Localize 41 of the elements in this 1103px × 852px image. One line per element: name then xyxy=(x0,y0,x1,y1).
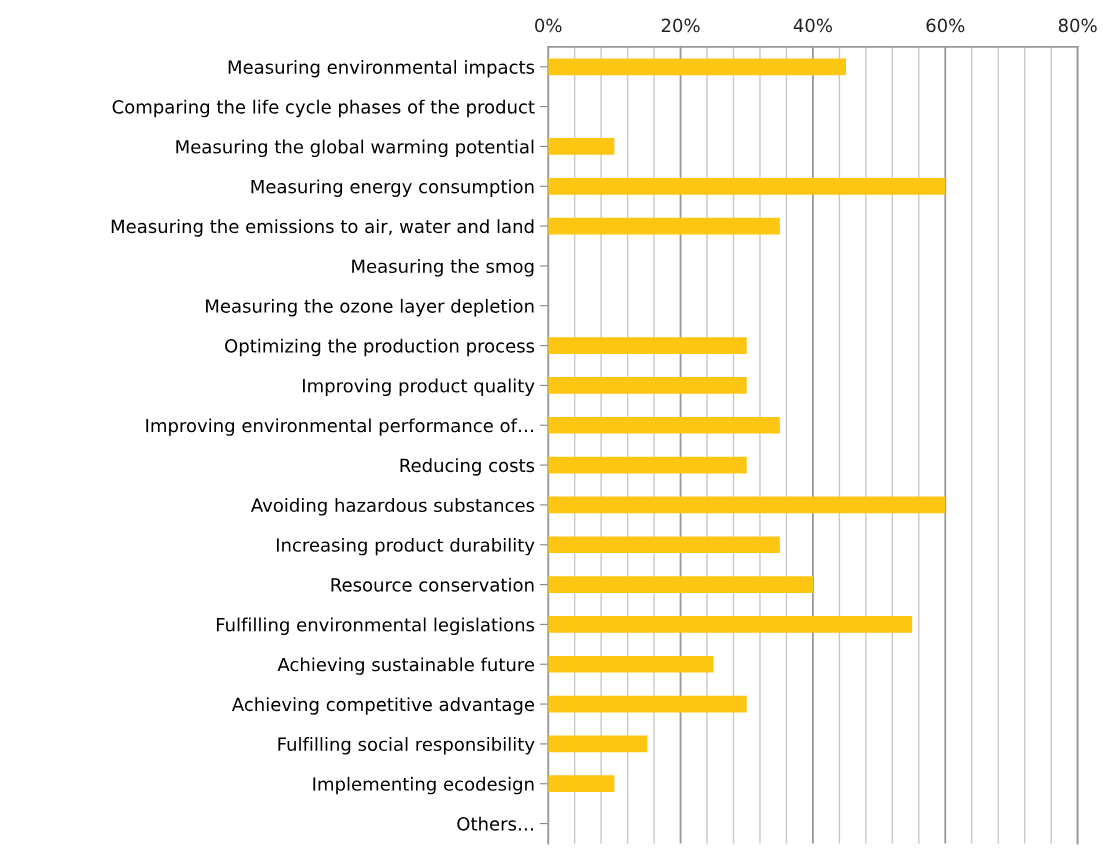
x-tick-label: 20% xyxy=(661,18,700,33)
y-tick-label: Measuring the emissions to air, water and land xyxy=(111,219,534,237)
y-tick-label: Others… xyxy=(457,816,533,831)
bar xyxy=(548,496,946,514)
bar xyxy=(548,138,615,155)
y-tick-label: Fulfilling environmental legislations xyxy=(216,617,535,636)
bar xyxy=(548,377,747,394)
x-tick-label: 80% xyxy=(1058,18,1097,33)
y-tick-label: Measuring the smog xyxy=(352,259,534,277)
bar xyxy=(548,58,846,76)
y-tick-label: Measuring the ozone layer depletion xyxy=(206,298,534,317)
bar xyxy=(548,655,714,673)
y-tick-label: Measuring environmental impacts xyxy=(228,59,535,78)
x-tick-label: 60% xyxy=(926,18,965,33)
bar xyxy=(548,337,747,354)
bar xyxy=(548,695,747,713)
bar xyxy=(548,735,648,753)
x-tick-label: 40% xyxy=(793,18,832,33)
y-tick-label: Reducing costs xyxy=(400,458,535,476)
y-tick-label: Increasing product durability xyxy=(276,537,535,556)
y-tick-label: Measuring the global warming potential xyxy=(176,139,534,158)
bar xyxy=(548,576,813,593)
y-tick-label: Achieving sustainable future xyxy=(277,657,535,675)
bar xyxy=(548,416,780,434)
y-tick-label: Improving product quality xyxy=(303,378,535,397)
y-tick-label: Fulfilling social responsibility xyxy=(278,737,535,755)
y-tick-label: Improving environmental performance of… xyxy=(146,418,533,436)
y-tick-label: Measuring energy consumption xyxy=(251,179,534,197)
y-tick-label: Optimizing the production process xyxy=(225,338,535,357)
y-tick-label: Resource conservation xyxy=(331,577,534,592)
bar xyxy=(548,616,913,633)
y-tick-label: Implementing ecodesign xyxy=(313,776,534,795)
bar xyxy=(548,775,615,793)
bar xyxy=(548,217,780,235)
bar xyxy=(548,536,780,554)
bar xyxy=(548,177,946,195)
y-tick-label: Comparing the life cycle phases of the product xyxy=(112,99,535,118)
x-tick-label: 0% xyxy=(535,18,562,33)
y-tick-label: Achieving competitive advantage xyxy=(231,697,535,715)
bar xyxy=(548,456,747,474)
y-tick-label: Avoiding hazardous substances xyxy=(250,498,535,516)
